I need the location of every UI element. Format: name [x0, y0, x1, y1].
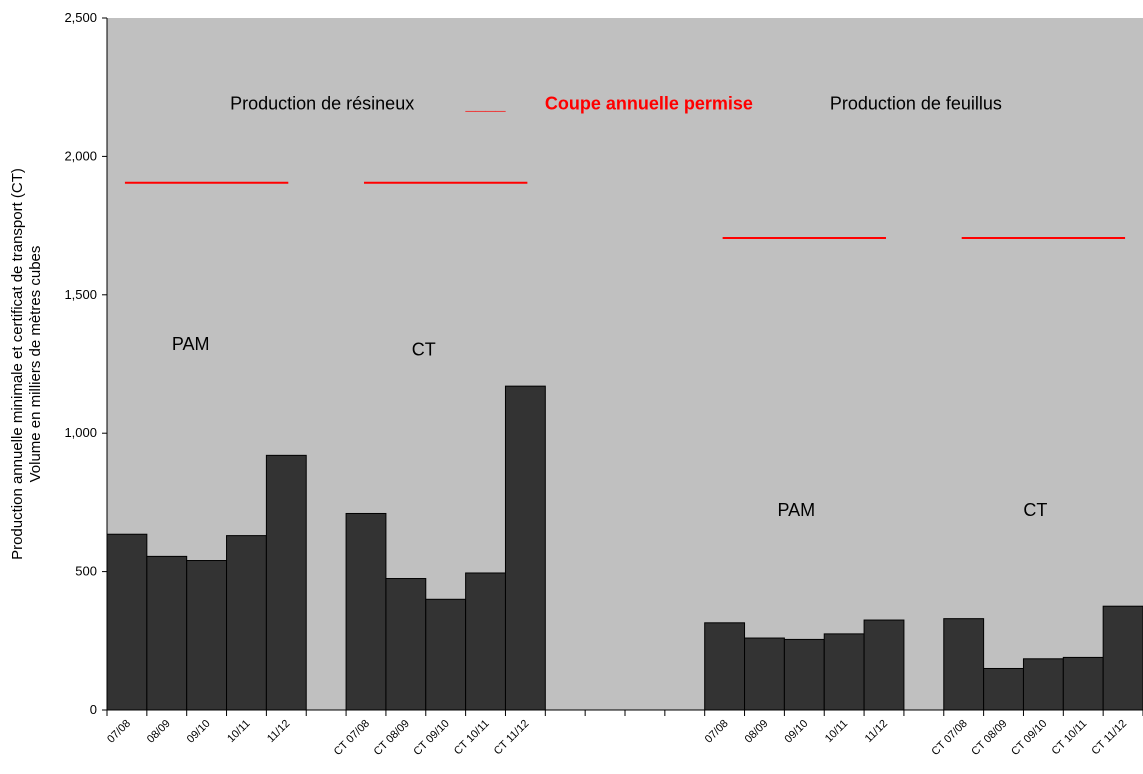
bar — [1062, 656, 1104, 711]
bar — [146, 555, 188, 711]
y-tick-label: 1,500 — [64, 287, 97, 302]
limit-lines — [124, 181, 1126, 240]
chart-annotation: CT — [412, 340, 436, 360]
annotations: Production de résineux ____ Coupe annuelle… — [172, 93, 1048, 520]
bar — [385, 578, 427, 711]
bar — [1102, 605, 1143, 711]
x-tick-label: CT 11/12 — [1089, 718, 1129, 758]
x-tick-label: CT 09/10 — [411, 718, 451, 758]
bar — [704, 622, 746, 711]
bars — [106, 385, 1143, 711]
legend-annotation: ____ — [465, 93, 507, 113]
bar — [943, 618, 985, 711]
x-tick-label: 07/08 — [703, 718, 731, 746]
y-axis-title-line: Production annuelle minimale et certific… — [9, 168, 26, 560]
x-tick-label: 09/10 — [185, 718, 213, 746]
bar — [783, 638, 825, 711]
x-tick-label: 11/12 — [863, 718, 890, 745]
bar — [823, 633, 865, 711]
bar — [106, 533, 148, 711]
x-tick-label: 08/09 — [743, 718, 771, 746]
bar — [186, 560, 228, 711]
chart-annotation: Production de résineux — [230, 93, 414, 113]
y-tick-label: 500 — [75, 564, 97, 579]
x-tick-label: CT 07/08 — [929, 718, 969, 758]
y-tick-label: 2,000 — [64, 148, 97, 163]
chart-annotation: CT — [1023, 500, 1047, 520]
bar — [744, 637, 785, 711]
x-tick-label: CT 10/11 — [1050, 718, 1090, 758]
x-tick-label: CT 09/10 — [1009, 718, 1049, 758]
bar — [863, 619, 905, 711]
x-tick-label: CT 10/11 — [452, 718, 492, 758]
y-tick-label: 0 — [90, 702, 97, 717]
bar — [504, 385, 546, 711]
y-axis-title: Production annuelle minimale et certific… — [9, 168, 44, 560]
x-tick-label: 09/10 — [782, 718, 810, 746]
bar — [226, 535, 267, 711]
x-tick-label: 11/12 — [265, 718, 292, 745]
bar — [1022, 658, 1064, 711]
x-tick-label: 07/08 — [105, 718, 133, 746]
chart-annotation: Production de feuillus — [830, 93, 1002, 113]
bar — [265, 454, 307, 711]
chart-annotation: PAM — [172, 334, 210, 354]
y-tick-label: 1,000 — [64, 425, 97, 440]
bar — [345, 512, 387, 711]
chart-annotation: PAM — [778, 500, 816, 520]
legend-annotation: Coupe annuelle permise — [545, 93, 753, 113]
bar — [425, 598, 467, 711]
x-tick-label: 10/11 — [225, 718, 252, 745]
bar — [465, 572, 506, 711]
x-tick-label: CT 08/09 — [969, 718, 1009, 758]
y-axis-title-line: Volume en milliers de mètres cubes — [27, 246, 44, 483]
y-tick-label: 2,500 — [64, 10, 97, 25]
x-tick-label: CT 07/08 — [332, 718, 372, 758]
x-tick-label: CT 08/09 — [372, 718, 412, 758]
bar — [983, 667, 1024, 711]
x-tick-label: 10/11 — [823, 718, 850, 745]
x-tick-label: 08/09 — [145, 718, 173, 746]
x-tick-label: CT 11/12 — [492, 718, 532, 758]
